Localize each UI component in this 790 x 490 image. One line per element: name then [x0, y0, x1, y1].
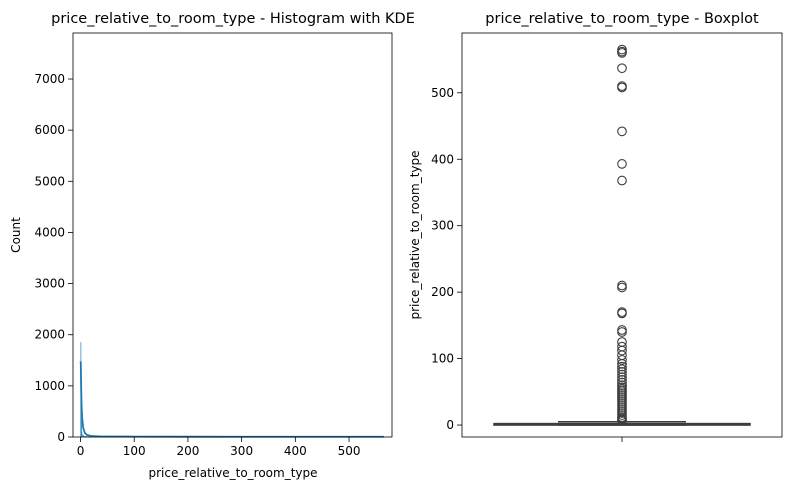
- y-tick-label: 0: [57, 430, 65, 444]
- x-tick-label: 200: [176, 444, 199, 458]
- outlier-point: [617, 375, 627, 385]
- y-tick-label: 4000: [34, 225, 65, 239]
- outlier-point: [617, 48, 627, 58]
- boxplot-title: price_relative_to_room_type - Boxplot: [485, 11, 759, 27]
- outlier-point: [617, 345, 627, 356]
- x-tick-label: 100: [123, 444, 146, 458]
- outlier-point: [617, 364, 627, 375]
- y-tick-label: 400: [431, 152, 454, 166]
- boxplot-frame: [461, 32, 783, 438]
- histogram-panel: price_relative_to_room_type - Histogram …: [9, 11, 415, 480]
- histogram-title: price_relative_to_room_type - Histogram …: [51, 11, 415, 27]
- outlier-point: [617, 282, 627, 293]
- outlier-point: [617, 359, 627, 369]
- y-tick-label: 5000: [34, 174, 65, 188]
- y-tick-label: 6000: [34, 123, 65, 137]
- y-tick-label: 2000: [34, 328, 65, 342]
- y-tick-label: 3000: [34, 277, 65, 291]
- x-tick-label: 300: [230, 444, 253, 458]
- y-tick-label: 200: [431, 285, 454, 299]
- outlier-point: [617, 126, 627, 137]
- outlier-point: [617, 372, 627, 383]
- boxplot-y-label: price_relative_to_room_type: [408, 150, 422, 319]
- outlier-point: [617, 63, 627, 74]
- y-tick-label: 300: [431, 219, 454, 233]
- outlier-point: [617, 175, 627, 186]
- histogram-frame: [72, 32, 393, 438]
- y-tick-label: 7000: [34, 72, 65, 86]
- outlier-point: [617, 327, 627, 337]
- boxplot-panel: price_relative_to_room_type - Boxplot 0 1…: [408, 11, 783, 442]
- x-tick-label: 500: [338, 444, 361, 458]
- boxplot-box: [493, 420, 751, 426]
- outlier-point: [617, 361, 627, 372]
- histogram-y-label: Count: [9, 217, 23, 253]
- boxplot-y-ticks: 0 100 200 300 400 500: [431, 86, 462, 432]
- y-tick-label: 500: [431, 86, 454, 100]
- outlier-point: [617, 367, 627, 377]
- outlier-point: [617, 82, 627, 93]
- outlier-point: [617, 355, 627, 365]
- x-tick-label: 400: [284, 444, 307, 458]
- outlier-point: [617, 308, 627, 319]
- y-tick-label: 1000: [34, 379, 65, 393]
- y-tick-label: 100: [431, 352, 454, 366]
- x-axis-ticks: 0 100 200 300 400 500: [77, 437, 361, 458]
- histogram-x-label: price_relative_to_room_type: [148, 466, 317, 480]
- outlier-point: [617, 369, 627, 380]
- y-axis-ticks: 0 1000 2000 3000 4000 5000 6000 7000: [34, 72, 73, 444]
- y-tick-label: 0: [446, 418, 454, 432]
- outlier-point: [617, 159, 627, 169]
- x-tick-label: 0: [77, 444, 85, 458]
